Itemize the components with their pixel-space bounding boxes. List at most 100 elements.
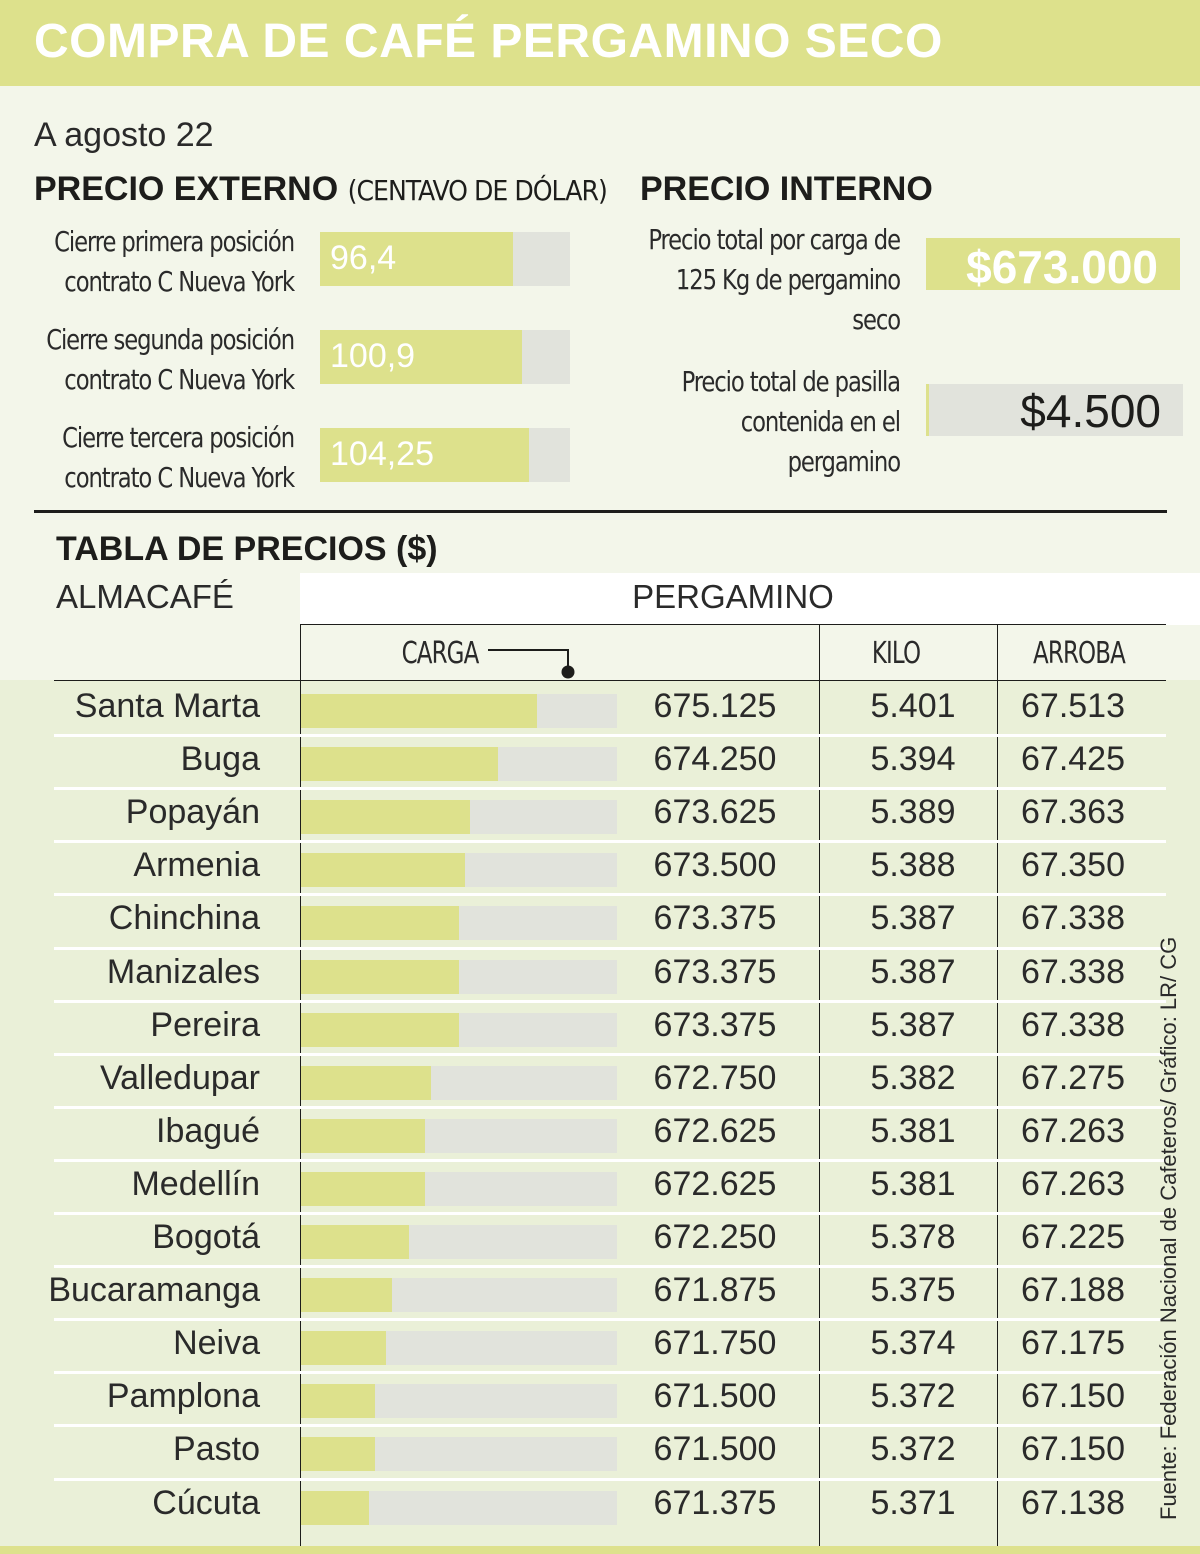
row-city: Buga [180, 740, 260, 779]
carga-value: 674.250 [653, 740, 777, 779]
pasilla-price-value: $4.500 [1020, 385, 1161, 437]
row-separator [54, 1212, 1166, 1215]
carga-bar-track [301, 800, 617, 835]
carga-bar [301, 959, 459, 994]
arroba-value: 67.350 [1021, 846, 1125, 885]
row-separator [54, 840, 1166, 844]
arroba-value: 67.513 [1021, 687, 1125, 725]
row-city: Santa Marta [74, 687, 260, 725]
carga-price-box: $673.000 [926, 238, 1180, 293]
kilo-value: 5.389 [870, 793, 956, 832]
arroba-value: 67.263 [1021, 1111, 1125, 1150]
carga-bar-track [301, 1384, 617, 1419]
carga-bar-track [301, 959, 617, 994]
bottom-band [0, 1546, 1200, 1554]
internal-carga-label: Precio total por carga de 125 Kg de perg… [630, 220, 901, 340]
carga-value: 672.625 [653, 1111, 777, 1150]
carga-value: 673.375 [653, 952, 777, 991]
row-city: Medellín [131, 1164, 260, 1203]
row-separator [54, 1052, 1166, 1056]
carga-bar-track [301, 747, 617, 782]
internal-carga-label-line: 125 Kg de pergamino [675, 263, 901, 296]
row-separator [54, 1265, 1166, 1269]
row-city: Popayán [125, 793, 260, 832]
carga-bar-track [301, 1118, 617, 1153]
almacafe-label: ALMACAFÉ [56, 578, 234, 615]
carga-bar [301, 906, 459, 941]
arroba-value: 67.175 [1021, 1324, 1125, 1363]
column-divider [819, 624, 820, 1546]
carga-bar-track [301, 1490, 617, 1525]
row-city: Neiva [173, 1324, 260, 1363]
carga-value: 672.625 [653, 1164, 777, 1203]
kilo-value: 5.387 [870, 952, 956, 991]
carga-bar [301, 1331, 387, 1366]
row-separator [54, 1105, 1166, 1109]
external-item-bar-fill [320, 232, 513, 286]
row-city: Pasto [173, 1430, 260, 1469]
row-city: Pamplona [106, 1377, 260, 1416]
carga-bar [301, 1437, 375, 1472]
internal-pasilla-label-line: contenida en el [740, 405, 901, 438]
carga-bar [301, 1278, 392, 1313]
arroba-value: 67.150 [1021, 1430, 1125, 1469]
carga-bar [301, 1118, 426, 1153]
internal-price-title: PRECIO INTERNO [640, 170, 933, 208]
kilo-value: 5.381 [870, 1164, 956, 1203]
arroba-value: 67.425 [1021, 740, 1125, 779]
arroba-value: 67.138 [1021, 1483, 1125, 1522]
carga-bar [301, 1171, 426, 1206]
column-header-arroba: ARROBA [1033, 636, 1126, 671]
carga-bar-track [301, 853, 617, 888]
carga-value: 672.250 [653, 1218, 777, 1256]
carga-price-value: $673.000 [966, 241, 1158, 293]
carga-value: 673.500 [653, 846, 777, 885]
carga-bar [301, 1490, 370, 1525]
header-top-line [300, 624, 1166, 625]
row-separator [54, 1158, 1166, 1162]
external-item-label-line: Cierre segunda posición [46, 323, 295, 356]
arroba-value: 67.338 [1021, 1005, 1125, 1044]
row-separator [54, 1318, 1166, 1322]
arroba-value: 67.225 [1021, 1218, 1125, 1256]
carga-value: 675.125 [653, 687, 777, 725]
carga-value: 673.375 [653, 1005, 777, 1044]
carga-value: 671.375 [653, 1483, 777, 1522]
row-separator [54, 1371, 1166, 1375]
kilo-value: 5.375 [870, 1271, 956, 1310]
arroba-value: 67.150 [1021, 1377, 1125, 1416]
external-item-value: 96,4 [330, 239, 397, 277]
row-city: Bogotá [152, 1218, 260, 1256]
carga-bar-track [301, 906, 617, 941]
carga-bar-track [301, 1065, 617, 1100]
carga-bar [301, 1384, 375, 1419]
internal-pasilla-label-line: Precio total de pasilla [681, 365, 901, 398]
row-separator [54, 999, 1166, 1003]
kilo-value: 5.372 [870, 1430, 956, 1469]
external-item-bar-fill [320, 330, 522, 384]
carga-value: 673.625 [653, 793, 777, 832]
column-divider [997, 624, 998, 1546]
carga-bar-track [301, 1012, 617, 1047]
external-item-label-line: Cierre primera posición [54, 225, 295, 258]
kilo-value: 5.374 [870, 1324, 956, 1363]
external-item-bar-fill [320, 428, 529, 482]
external-item-bar-track: 104,25 [320, 428, 570, 482]
external-item-value: 104,25 [330, 435, 434, 473]
carga-bar-track [301, 1331, 617, 1366]
internal-carga-label-line: Precio total por carga de [648, 223, 901, 256]
external-item-label: Cierre segunda posición contrato C Nueva … [33, 320, 295, 400]
kilo-value: 5.372 [870, 1377, 956, 1416]
carga-bar-track [301, 1171, 617, 1206]
arroba-value: 67.363 [1021, 793, 1125, 832]
carga-bar [301, 1225, 409, 1259]
carga-pointer [488, 649, 575, 679]
row-separator [54, 946, 1166, 950]
carga-bar-track [301, 694, 617, 728]
carga-bar-track [301, 1278, 617, 1313]
row-separator [54, 1424, 1166, 1428]
carga-value: 672.750 [653, 1058, 777, 1097]
page-title: COMPRA DE CAFÉ PERGAMINO SECO [34, 15, 943, 68]
kilo-value: 5.382 [870, 1058, 956, 1097]
arroba-value: 67.275 [1021, 1058, 1125, 1097]
